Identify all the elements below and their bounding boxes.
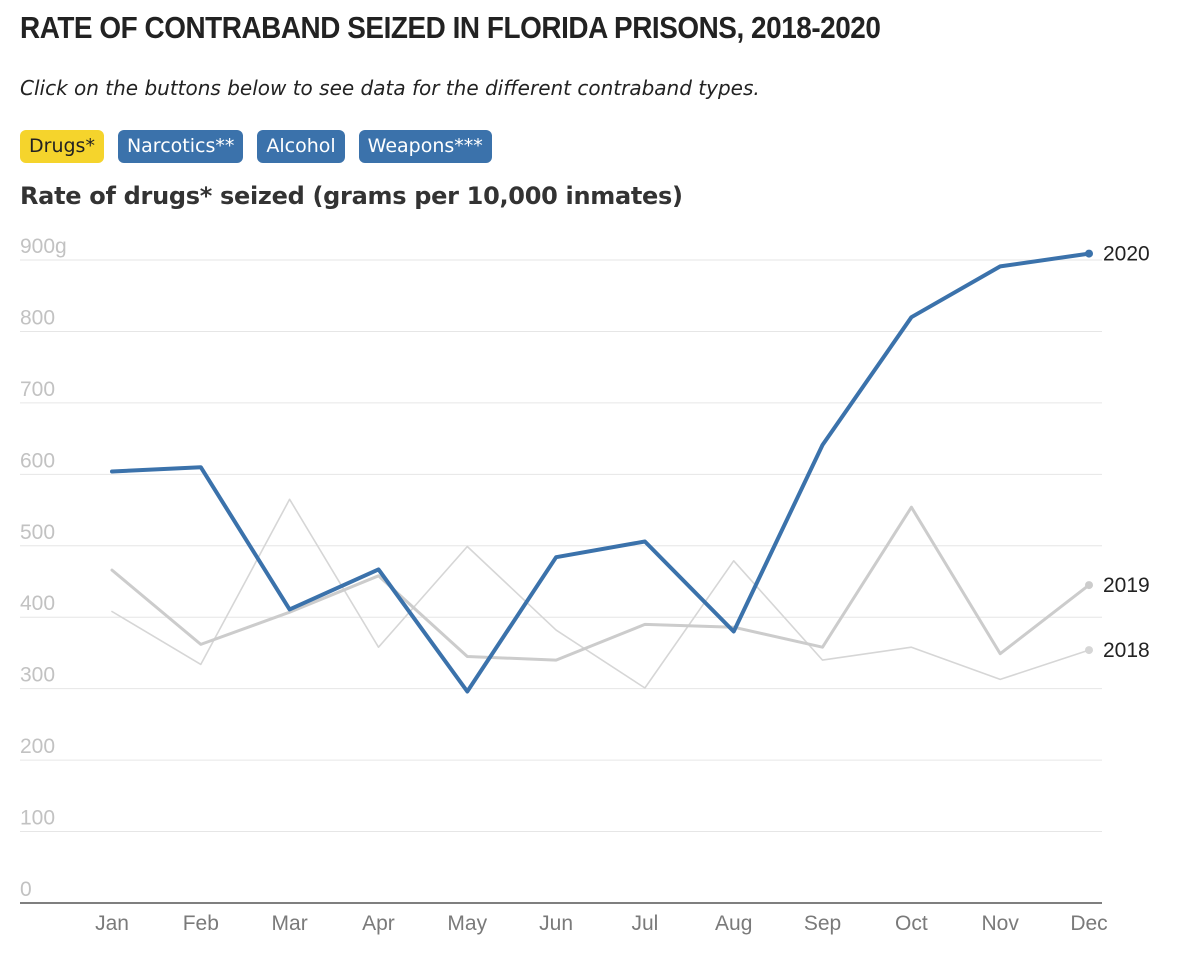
x-tick-label-apr: Apr xyxy=(362,912,395,935)
x-tick-label-sep: Sep xyxy=(804,912,841,935)
weapons-button[interactable]: Weapons*** xyxy=(358,130,492,163)
y-tick-label-700: 700 xyxy=(20,378,55,401)
series-label-2018: 2018 xyxy=(1103,639,1150,662)
x-tick-label-feb: Feb xyxy=(183,912,219,935)
x-tick-label-jul: Jul xyxy=(631,912,658,935)
y-tick-label-300: 300 xyxy=(20,664,55,687)
series-line-2019 xyxy=(110,505,1091,662)
x-tick-label-nov: Nov xyxy=(982,912,1020,935)
y-tick-label-0: 0 xyxy=(20,878,32,901)
series-line-2018 xyxy=(111,498,1090,689)
y-tick-label-400: 400 xyxy=(20,592,55,615)
series-line-2020 xyxy=(110,251,1091,694)
y-tick-label-600: 600 xyxy=(20,449,55,472)
data-point-2018-dec xyxy=(1085,646,1093,655)
y-tick-label-500: 500 xyxy=(20,521,55,544)
subtitle: Click on the buttons below to see data f… xyxy=(20,76,760,100)
x-tick-label-jun: Jun xyxy=(539,912,573,935)
line-chart: 0 100 200 300 400 500 600 700 800 900g Jan Feb Mar Ap… xyxy=(20,235,1150,935)
x-tick-label-aug: Aug xyxy=(715,912,752,935)
drugs-button[interactable]: Drugs* xyxy=(20,130,104,163)
y-tick-label-100: 100 xyxy=(20,807,55,830)
series-label-2019: 2019 xyxy=(1103,574,1150,597)
chart-title: Rate of drugs* seized (grams per 10,000 … xyxy=(20,182,683,210)
contraband-type-buttons: Drugs* Narcotics** Alcohol Weapons*** xyxy=(20,130,492,163)
y-tick-label-800: 800 xyxy=(20,306,55,329)
x-tick-label-oct: Oct xyxy=(895,912,928,935)
y-tick-label-200: 200 xyxy=(20,735,55,758)
x-tick-label-jan: Jan xyxy=(95,912,129,935)
x-tick-label-mar: Mar xyxy=(272,912,308,935)
page-title: RATE OF CONTRABAND SEIZED IN FLORIDA PRI… xyxy=(20,10,881,45)
y-tick-label-900: 900g xyxy=(20,235,67,258)
data-point-2020-dec xyxy=(1085,249,1093,258)
data-point-2019-dec xyxy=(1085,581,1093,590)
alcohol-button[interactable]: Alcohol xyxy=(257,130,345,163)
x-tick-label-dec: Dec xyxy=(1070,912,1107,935)
x-tick-label-may: May xyxy=(447,912,487,935)
narcotics-button[interactable]: Narcotics** xyxy=(117,130,244,163)
series-label-2020: 2020 xyxy=(1103,243,1150,266)
